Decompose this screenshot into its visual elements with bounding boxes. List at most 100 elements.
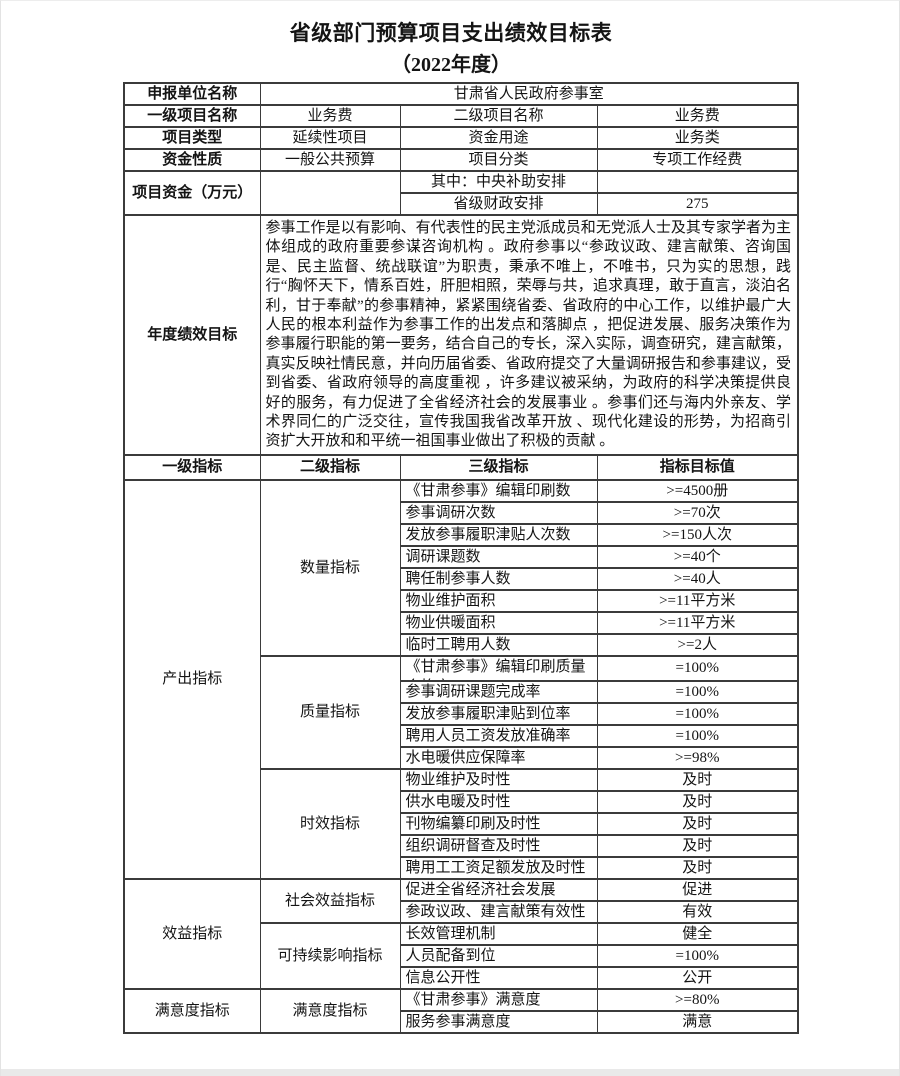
annual-goal-label: 年度绩效目标 — [123, 214, 261, 456]
level3-indicator-name-text: 聘任制参事人数 — [405, 570, 511, 587]
indicator-row: 聘任制参事人数 >=40人 — [124, 566, 799, 591]
indicator-row: 发放参事履职津贴人次数 >=150人次 — [124, 522, 799, 547]
level3-indicator-name-text: 参政议政、建言献策有效性 — [405, 903, 586, 920]
central-subsidy-label: 其中：中央补助安排 — [399, 170, 598, 194]
level3-indicator-name-text: 供水电暖及时性 — [405, 793, 511, 810]
level3-indicator-name-text: 参事调研课题完成率 — [405, 683, 541, 700]
table-row: 年度绩效目标 参事工作是以有影响、有代表性的民主党派成员和无党派人士及其专家学者… — [123, 214, 799, 456]
level3-indicator-name: 聘用工工资足额发放及时性 — [399, 855, 598, 880]
central-subsidy-value — [596, 170, 799, 194]
level3-indicator-name-text: 信息公开性 — [405, 969, 481, 986]
level3-indicator-name: 参政议政、建言献策有效性 — [399, 899, 598, 924]
indicator-row: 组织调研督查及时性 及时 — [124, 833, 799, 858]
indicator-target-value: >=98% — [596, 745, 799, 770]
fund-use-value: 业务类 — [596, 126, 799, 150]
indicator-target-value: 及时 — [596, 789, 799, 814]
level3-indicator-name: 促进全省经济社会发展 — [399, 877, 598, 902]
level3-indicator-name-text: 服务参事满意度 — [405, 1013, 511, 1030]
indicator-row: 产出指标 数量指标 《甘肃参事》编辑印刷数 >=4500册 — [123, 478, 799, 880]
project-funds-value — [259, 170, 401, 216]
indicator-row: 供水电暖及时性 及时 — [124, 789, 799, 814]
fund-nature-value: 一般公共预算 — [259, 148, 401, 172]
level3-indicator-name-text: 物业供暖面积 — [405, 614, 496, 631]
indicator-row: 参事调研次数 >=70次 — [124, 500, 799, 525]
project-funds-label: 项目资金（万元） — [123, 170, 261, 216]
level3-indicator-name: 参事调研课题完成率 — [399, 679, 598, 704]
indicator-target-value: >=11平方米 — [596, 610, 799, 635]
level3-indicator-name-text: 《甘肃参事》编辑印刷质量合格率 — [405, 658, 586, 675]
level3-indicator-name: 物业维护面积 — [399, 588, 598, 613]
indicator-row: 人员配备到位 =100% — [124, 943, 799, 968]
level3-indicator-name: 长效管理机制 — [399, 921, 598, 946]
indicator-target-value: =100% — [596, 943, 799, 968]
header-level3-indicator: 三级指标 — [399, 453, 598, 481]
project-type-label: 项目类型 — [123, 126, 261, 150]
indicator-row: 临时工聘用人数 >=2人 — [124, 632, 799, 657]
level3-indicator-name-text: 发放参事履职津贴人次数 — [405, 526, 571, 543]
level3-indicator-name-text: 水电暖供应保障率 — [405, 749, 526, 766]
indicator-row: 参政议政、建言献策有效性 有效 — [124, 899, 799, 924]
level3-indicator-name-text: 组织调研督查及时性 — [405, 837, 541, 854]
level3-indicator-name-text: 聘用人员工资发放准确率 — [405, 727, 571, 744]
indicator-target-value: =100% — [596, 654, 799, 682]
level3-indicator-name: 《甘肃参事》编辑印刷质量合格率 — [399, 654, 598, 682]
provincial-finance-label: 省级财政安排 — [399, 192, 598, 216]
level3-indicator-name-text: 刊物编纂印刷及时性 — [405, 815, 541, 832]
indicator-target-value: >=150人次 — [596, 522, 799, 547]
indicator-target-value: 有效 — [596, 899, 799, 924]
project-class-value: 专项工作经费 — [596, 148, 799, 172]
indicator-row: 效益指标 社会效益指标 促进全省经济社会发展 促进 — [123, 877, 799, 990]
level3-indicator-name: 供水电暖及时性 — [399, 789, 598, 814]
indicator-row: 物业维护面积 >=11平方米 — [124, 588, 799, 613]
indicator-row: 参事调研课题完成率 =100% — [124, 679, 799, 704]
level3-indicator-name: 《甘肃参事》编辑印刷数 — [399, 478, 598, 503]
level3-indicator-name-text: 参事调研次数 — [405, 504, 496, 521]
level3-indicator-name: 聘用人员工资发放准确率 — [399, 723, 598, 748]
indicator-target-value: =100% — [596, 701, 799, 726]
table-row: 申报单位名称 甘肃省人民政府参事室 — [123, 82, 799, 106]
indicator-target-value: 及时 — [596, 855, 799, 880]
table-row: 资金性质 一般公共预算 项目分类 专项工作经费 — [123, 148, 799, 172]
indicator-target-value: 及时 — [596, 767, 799, 792]
level3-indicator-name-text: 物业维护面积 — [405, 592, 496, 609]
level3-indicator-name-text: 聘用工工资足额发放及时性 — [405, 859, 586, 876]
page-edge-shadow — [1, 1069, 899, 1076]
level3-indicator-name-text: 《甘肃参事》满意度 — [405, 991, 541, 1008]
level2-project-label: 二级项目名称 — [399, 104, 598, 128]
level3-indicator-name: 发放参事履职津贴人次数 — [399, 522, 598, 547]
indicator-row: 可持续影响指标 长效管理机制 健全 — [124, 921, 799, 990]
header-level1-indicator: 一级指标 — [123, 453, 261, 481]
indicator-row: 时效指标 物业维护及时性 及时 — [124, 767, 799, 880]
indicator-target-value: 公开 — [596, 965, 799, 990]
level2-indicator-cell: 满意度指标 — [259, 987, 401, 1034]
level1-indicator-cell: 产出指标 — [123, 478, 261, 880]
level3-indicator-name: 服务参事满意度 — [399, 1009, 598, 1034]
level2-indicator-cell: 时效指标 — [259, 767, 401, 880]
performance-target-table: 申报单位名称 甘肃省人民政府参事室 一级项目名称 业务费 二级项目名称 业务费 … — [123, 82, 800, 1034]
indicator-target-value: 满意 — [596, 1009, 799, 1034]
header-level2-indicator: 二级指标 — [259, 453, 401, 481]
page-subtitle: （2022年度） — [391, 54, 511, 76]
level3-indicator-name: 物业维护及时性 — [399, 767, 598, 792]
indicator-row: 水电暖供应保障率 >=98% — [124, 745, 799, 770]
indicator-row: 物业供暖面积 >=11平方米 — [124, 610, 799, 635]
level3-indicator-name: 人员配备到位 — [399, 943, 598, 968]
project-class-label: 项目分类 — [399, 148, 598, 172]
indicator-target-value: >=11平方米 — [596, 588, 799, 613]
level3-indicator-name-text: 《甘肃参事》编辑印刷数 — [405, 482, 571, 499]
level3-indicator-name: 发放参事履职津贴到位率 — [399, 701, 598, 726]
indicator-target-value: 及时 — [596, 811, 799, 836]
declare-unit-label: 申报单位名称 — [123, 82, 261, 106]
level1-indicator-cell: 效益指标 — [123, 877, 261, 990]
indicator-target-value: 促进 — [596, 877, 799, 902]
level3-indicator-name-text: 发放参事履职津贴到位率 — [405, 705, 571, 722]
indicator-row: 质量指标《甘肃参事》编辑印刷质量合格率 =100% — [124, 654, 799, 770]
indicator-header-row: 一级指标 二级指标 三级指标 指标目标值 — [123, 453, 799, 481]
level2-project-value: 业务费 — [596, 104, 799, 128]
provincial-finance-value: 275 — [596, 192, 799, 216]
annual-goal-text: 参事工作是以有影响、有代表性的民主党派成员和无党派人士及其专家学者为主体组成的政… — [259, 214, 799, 456]
level2-indicator-cell: 质量指标 — [259, 654, 401, 770]
fund-nature-label: 资金性质 — [123, 148, 261, 172]
table-row: 省级财政安排 275 — [124, 192, 799, 216]
indicator-target-value: 健全 — [596, 921, 799, 946]
